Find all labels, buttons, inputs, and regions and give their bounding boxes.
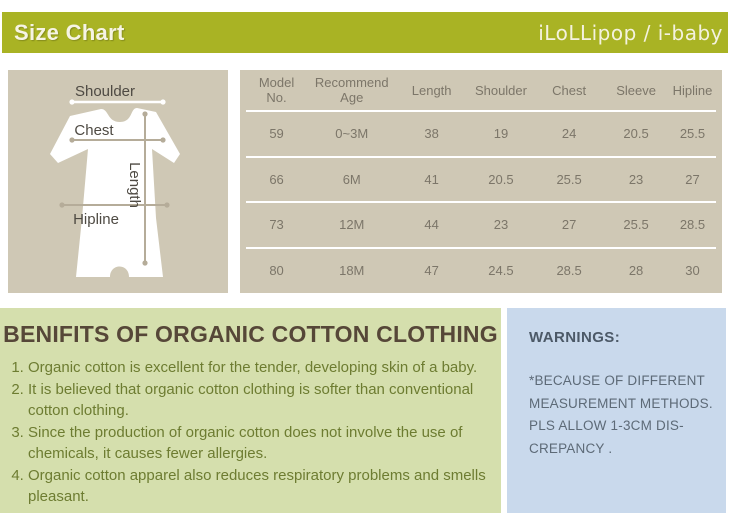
table-cell: 19	[493, 126, 509, 142]
table-cell: 24	[561, 126, 577, 142]
shoulder-label: Shoulder	[75, 83, 135, 100]
table-cell: 6M	[342, 171, 361, 187]
column-header-hipline: Hipline	[672, 82, 713, 98]
table-cell: 41	[424, 171, 439, 187]
table-cell: 80	[269, 263, 284, 279]
benefits-heading: BENIFITS OF ORGANIC COTTON CLOTHING	[3, 321, 498, 347]
table-cell: 18M	[339, 263, 365, 279]
table-cell: 38	[424, 126, 439, 142]
table-cell: 23	[493, 217, 509, 233]
table-cell: 28.5	[556, 263, 582, 279]
table-cell: 28.5	[679, 217, 706, 233]
shoulder-measure-line	[69, 99, 166, 105]
table-cell: 73	[269, 217, 284, 233]
romper-illustration	[50, 108, 180, 277]
length-label: Length	[126, 162, 143, 208]
chest-label: Chest	[74, 122, 114, 139]
hipline-measure-line	[59, 202, 170, 208]
table-cell: 25.5	[679, 126, 706, 142]
benefits-item: Organic cotton apparel also reduces resp…	[28, 465, 499, 508]
table-cell: 20.5	[623, 126, 649, 142]
column-header-sleeve: Sleeve	[616, 82, 656, 98]
table-cell: 28	[628, 263, 644, 279]
table-cell: 25.5	[623, 217, 649, 233]
table-cell: 20.5	[488, 171, 514, 187]
table-cell: 44	[424, 217, 439, 233]
column-header-recommend-age: Recommend Age	[314, 75, 389, 105]
table-cell: 27	[561, 217, 577, 233]
column-header-model-no: Model No.	[258, 75, 295, 105]
column-header-chest: Chest	[552, 82, 587, 98]
size-table-header-row: Model No. Recommend Age Length Shoulder …	[246, 70, 716, 111]
size-table-panel: Model No. Recommend Age Length Shoulder …	[240, 70, 722, 293]
hipline-label: Hipline	[73, 211, 119, 228]
table-cell: 30	[685, 263, 700, 279]
benefits-section: BENIFITS OF ORGANIC COTTON CLOTHING Orga…	[0, 308, 501, 513]
romper-measurement-diagram: Shoulder Chest Length Hipline	[50, 83, 180, 277]
table-cell: 24.5	[488, 263, 514, 279]
table-cell: 12M	[339, 217, 365, 233]
page-title: Size Chart	[14, 19, 125, 45]
length-measure-line	[142, 111, 148, 266]
column-header-shoulder: Shoulder	[474, 82, 527, 98]
table-cell: 66	[269, 171, 284, 187]
table-row: 66 6M 41 20.5 25.5 23 27	[246, 157, 716, 202]
table-cell: 27	[685, 171, 700, 187]
benefits-list: Organic cotton is excellent for the tend…	[0, 357, 501, 508]
table-cell: 59	[269, 126, 284, 142]
table-cell: 23	[628, 171, 644, 187]
warnings-panel: WARNINGS: *BECAUSE OF DIFFERENT MEASUREM…	[507, 308, 726, 513]
table-row: 59 0~3M 38 19 24 20.5 25.5	[246, 111, 716, 157]
brand-logo: iLoLLipop / i-baby	[538, 20, 723, 45]
table-cell: 25.5	[556, 171, 582, 187]
measurement-diagram-panel: Shoulder Chest Length Hipline	[8, 70, 228, 293]
benefits-item: Organic cotton is excellent for the tend…	[28, 357, 499, 379]
benefits-item: Since the production of organic cotton d…	[28, 422, 499, 465]
table-row: 73 12M 44 23 27 25.5 28.5	[246, 202, 716, 248]
table-cell: 0~3M	[335, 126, 369, 142]
column-header-length: Length	[411, 82, 452, 98]
chest-measure-line	[69, 137, 166, 143]
warnings-heading: WARNINGS:	[529, 329, 621, 346]
benefits-item: It is believed that organic cotton cloth…	[28, 379, 499, 422]
header-bar: Size Chart iLoLLipop / i-baby	[2, 12, 728, 53]
size-table: Model No. Recommend Age Length Shoulder …	[246, 70, 716, 293]
warnings-body: *BECAUSE OF DIFFERENT MEASUREMENT METHOD…	[529, 373, 713, 456]
table-cell: 47	[424, 263, 439, 279]
table-row: 80 18M 47 24.5 28.5 28 30	[246, 248, 716, 294]
